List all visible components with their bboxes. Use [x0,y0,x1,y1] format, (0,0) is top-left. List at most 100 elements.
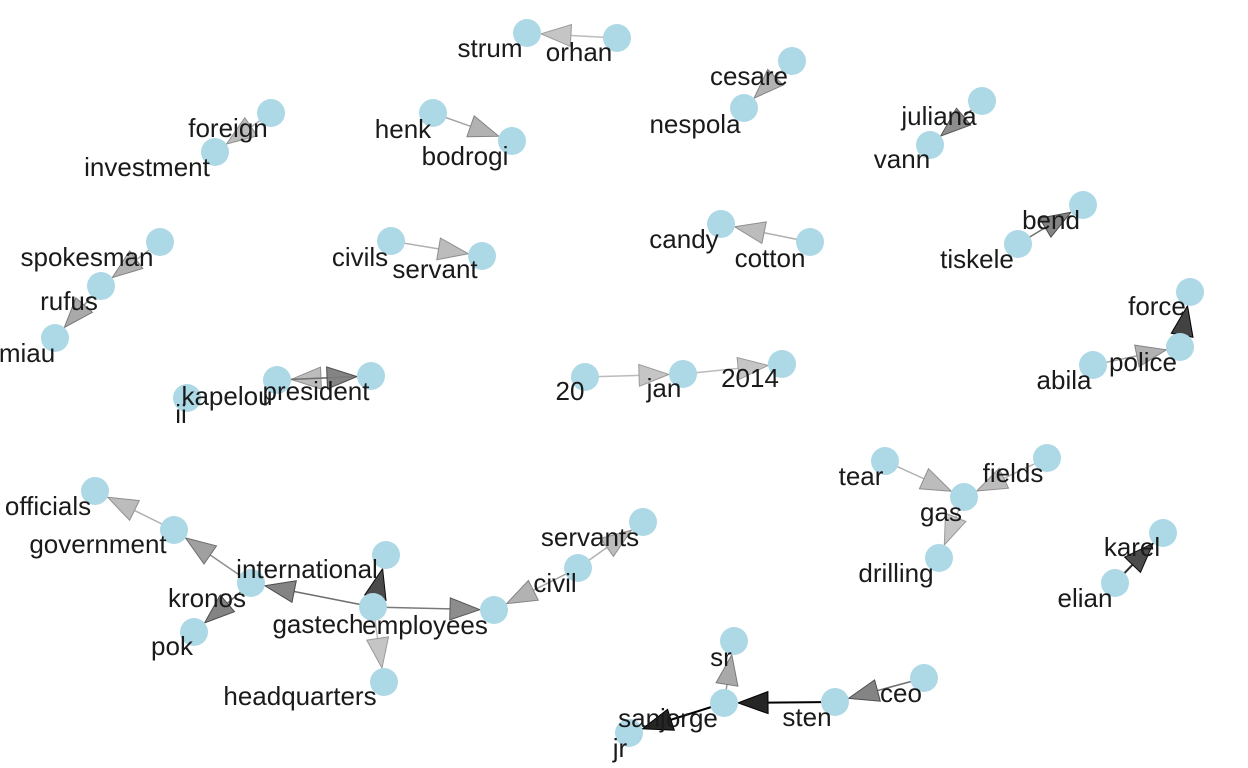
node-miau [41,324,69,352]
node-label-foreign: foreign [188,113,268,143]
edge-arrowhead [939,107,972,137]
node-label-candy: candy [649,224,718,254]
node-juliana [968,87,996,115]
node-label-fields: fields [983,458,1044,488]
edge-arrowhead [449,597,482,621]
edge-arrowhead [1123,542,1155,574]
node-abila [1079,351,1107,379]
node-label-tiskele: tiskele [940,244,1014,274]
node-servants [629,508,657,536]
node-force [1176,278,1204,306]
edge-arrowhead [641,708,675,731]
edge-arrowhead [106,496,141,522]
node-label-sr: sr [710,642,732,672]
node-kronos [237,569,265,597]
node-label-civils: civils [332,242,388,272]
edge-arrowhead [975,467,1010,492]
node-elian [1101,569,1129,597]
node-karel [1149,519,1177,547]
node-tiskele [1004,230,1032,258]
edge-arrowhead [736,356,770,381]
edge-arrowhead [111,250,144,279]
node-label-jan: jan [646,373,682,403]
edge-arrowhead [847,679,881,702]
node-police [1166,333,1194,361]
node-label-kapelou: kapelou [181,381,272,411]
node-pok [180,618,208,646]
edge-arrowhead [63,296,94,329]
edge-arrowhead [203,594,236,624]
node-employees [480,596,508,624]
node-bend [1069,191,1097,219]
node-label-employees: employees [362,610,488,640]
nodes-layer [41,19,1204,747]
edge-arrowhead [505,579,540,605]
node-label-rufus: rufus [40,286,98,316]
node-label-ceo: ceo [880,678,922,708]
edge-arrowhead [638,363,671,388]
node-civil [564,554,592,582]
node-gas [950,483,978,511]
node-ceo [910,664,938,692]
node-label-miau: miau [0,338,55,368]
node-jan [669,360,697,388]
node-label-gas: gas [920,497,962,527]
edge-gastech-to-kronos [263,580,374,608]
node-sanjorge [710,689,738,717]
node-label-gastech: gastech [272,609,363,639]
edge-arrowhead [184,537,218,565]
node-henk [419,99,447,127]
edge-arrowhead [1134,344,1168,368]
node-label-president: president [263,376,371,406]
edge-gastech-to-headquarters [365,606,390,670]
edge-arrowhead [436,237,470,261]
node-label-investment: investment [84,152,210,182]
edge-arrowhead [263,580,297,604]
node-tear [871,447,899,475]
edge-arrowhead [539,23,573,48]
node-label-strum: strum [458,33,523,63]
node-label-kronos: kronos [168,583,246,613]
node-spokesman [146,228,174,256]
edge-arrowhead [918,467,953,492]
node-strum [513,19,541,47]
node-label-juliana: juliana [900,101,977,131]
edge-arrowhead [466,115,501,138]
node-label-international: international [236,554,378,584]
node-ii [173,384,201,412]
node-investment [201,138,229,166]
node-label-force: force [1128,291,1186,321]
edge-tear-to-gas [884,460,953,492]
edge-arrowhead [733,221,767,245]
node-label-20: 20 [556,376,585,406]
node-label-vann: vann [874,144,930,174]
node-label-jr: jr [612,733,628,763]
node-label-drilling: drilling [858,558,933,588]
node-label-ii: ii [175,399,187,429]
node-label-orhan: orhan [546,37,613,67]
node-cotton [796,228,824,256]
node-cesare [778,47,806,75]
node-vann [916,131,944,159]
node-gastech [359,593,387,621]
node-label-civil: civil [533,568,576,598]
node-government [160,516,188,544]
node-servant [468,242,496,270]
edge-arrowhead [736,690,769,715]
node-international [372,541,400,569]
edge-arrowhead [599,529,633,558]
node-officials [81,477,109,505]
node-label-sanjorge: sanjorge [618,703,718,733]
node-sr [720,627,748,655]
node-label-servants: servants [541,522,639,552]
node-nespola [730,94,758,122]
node-label-cesare: cesare [710,61,788,91]
node-label-bend: bend [1022,205,1080,235]
edge-arrowhead [752,68,784,100]
node-label-nespola: nespola [649,109,741,139]
node-label-police: police [1109,347,1177,377]
node-label-abila: abila [1037,365,1092,395]
edge-arrowhead [365,636,390,670]
node-label-servant: servant [392,254,478,284]
node-candy [707,210,735,238]
